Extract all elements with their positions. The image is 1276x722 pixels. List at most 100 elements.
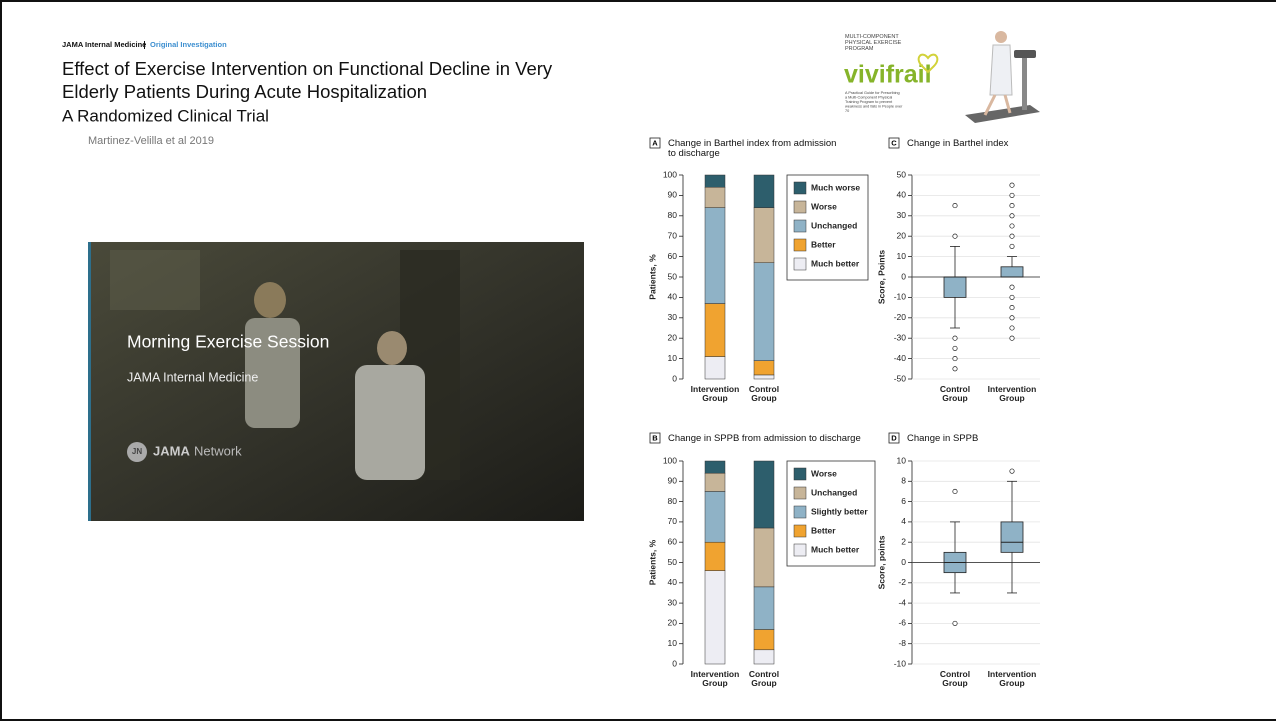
y-tick-label: 30 xyxy=(668,597,678,607)
legend-label: Better xyxy=(811,239,836,249)
video-source: JAMA Internal Medicine xyxy=(127,370,258,384)
panel-label: A xyxy=(652,138,658,147)
legend-label: Slightly better xyxy=(811,506,868,516)
y-tick-label: -20 xyxy=(894,312,907,322)
y-tick-label: 6 xyxy=(901,496,906,506)
y-tick-label: 10 xyxy=(897,455,907,465)
outlier xyxy=(1010,244,1014,248)
bar-segment xyxy=(705,357,725,379)
y-tick-label: 40 xyxy=(668,292,678,302)
article-subtitle: A Randomized Clinical Trial xyxy=(62,106,269,125)
outlier xyxy=(1010,193,1014,197)
box xyxy=(944,277,966,297)
figure xyxy=(377,331,407,365)
citation: Martinez-Velilla et al 2019 xyxy=(88,135,214,147)
outlier xyxy=(1010,326,1014,330)
video[interactable]: Morning Exercise Session JAMA Internal M… xyxy=(88,242,584,521)
y-tick-label: 60 xyxy=(668,251,678,261)
outlier xyxy=(1010,183,1014,187)
y-axis-label: Score, points xyxy=(876,535,886,589)
separator xyxy=(144,41,145,49)
y-axis-label: Patients, % xyxy=(647,539,657,585)
outlier xyxy=(1010,295,1014,299)
outlier xyxy=(953,203,957,207)
bar-segment xyxy=(754,361,774,375)
y-tick-label: 50 xyxy=(668,557,678,567)
y-tick-label: 30 xyxy=(668,312,678,322)
panel-title: Change in Barthel index xyxy=(907,138,1009,149)
y-tick-label: -4 xyxy=(898,597,906,607)
y-tick-label: -8 xyxy=(898,638,906,648)
y-tick-label: 0 xyxy=(901,271,906,281)
y-tick-label: 10 xyxy=(897,251,907,261)
y-tick-label: 0 xyxy=(672,373,677,383)
outlier xyxy=(1010,234,1014,238)
legend-swatch xyxy=(794,239,806,251)
brand-bold: JAMA xyxy=(153,443,190,458)
panel-title: Change in SPPB from admission to dischar… xyxy=(668,433,861,444)
outlier xyxy=(953,489,957,493)
outlier xyxy=(1010,316,1014,320)
bar-segment xyxy=(754,650,774,664)
y-tick-label: 80 xyxy=(668,496,678,506)
outlier xyxy=(1010,203,1014,207)
y-tick-label: 10 xyxy=(668,638,678,648)
journal: JAMA Internal Medicine xyxy=(62,40,146,49)
legend-swatch xyxy=(794,544,806,556)
y-tick-label: 10 xyxy=(668,353,678,363)
logo: JN xyxy=(132,447,142,456)
y-tick-label: 30 xyxy=(897,210,907,220)
y-tick-label: 100 xyxy=(663,455,677,465)
legend-label: Unchanged xyxy=(811,487,857,497)
panel-label: D xyxy=(891,433,897,442)
video-title: Morning Exercise Session xyxy=(127,332,329,352)
y-tick-label: -10 xyxy=(894,658,907,668)
legend-label: Unchanged xyxy=(811,220,857,230)
panel-label: C xyxy=(891,138,897,147)
y-tick-label: 80 xyxy=(668,210,678,220)
x-tick-label: ControlGroup xyxy=(940,384,970,403)
outlier xyxy=(1010,305,1014,309)
bar-segment xyxy=(705,461,725,473)
box xyxy=(1001,522,1023,552)
legend-swatch xyxy=(794,258,806,270)
bar-segment xyxy=(754,208,774,263)
bar-segment xyxy=(705,473,725,491)
bar-segment xyxy=(705,542,725,570)
outlier xyxy=(953,367,957,371)
y-axis-label: Patients, % xyxy=(647,254,657,300)
vivifrail-name: vivifrail xyxy=(844,61,932,89)
y-tick-label: 4 xyxy=(901,516,906,526)
outlier xyxy=(953,234,957,238)
legend-label: Much better xyxy=(811,258,860,268)
box xyxy=(1001,267,1023,277)
video-edge xyxy=(88,242,91,521)
bar-segment xyxy=(754,587,774,630)
bar-segment xyxy=(754,461,774,528)
y-tick-label: 0 xyxy=(672,658,677,668)
panel-title: Change in SPPB xyxy=(907,433,978,444)
legend-swatch xyxy=(794,220,806,232)
legend-label: Much better xyxy=(811,544,860,554)
outlier xyxy=(1010,336,1014,340)
legend-label: Worse xyxy=(811,201,837,211)
bar-segment xyxy=(705,187,725,207)
y-tick-label: 70 xyxy=(668,516,678,526)
outlier xyxy=(953,621,957,625)
figure xyxy=(355,365,425,480)
y-tick-label: -50 xyxy=(894,373,907,383)
y-tick-label: -40 xyxy=(894,353,907,363)
legend-label: Better xyxy=(811,525,836,535)
y-tick-label: 50 xyxy=(897,169,907,179)
y-tick-label: -2 xyxy=(898,577,906,587)
y-tick-label: 20 xyxy=(668,618,678,628)
y-tick-label: -10 xyxy=(894,292,907,302)
bar-segment xyxy=(754,175,774,208)
bar-segment xyxy=(754,263,774,361)
y-tick-label: 40 xyxy=(668,577,678,587)
y-tick-label: 8 xyxy=(901,476,906,486)
legend-swatch xyxy=(794,201,806,213)
y-axis-label: Score, Points xyxy=(876,250,886,305)
